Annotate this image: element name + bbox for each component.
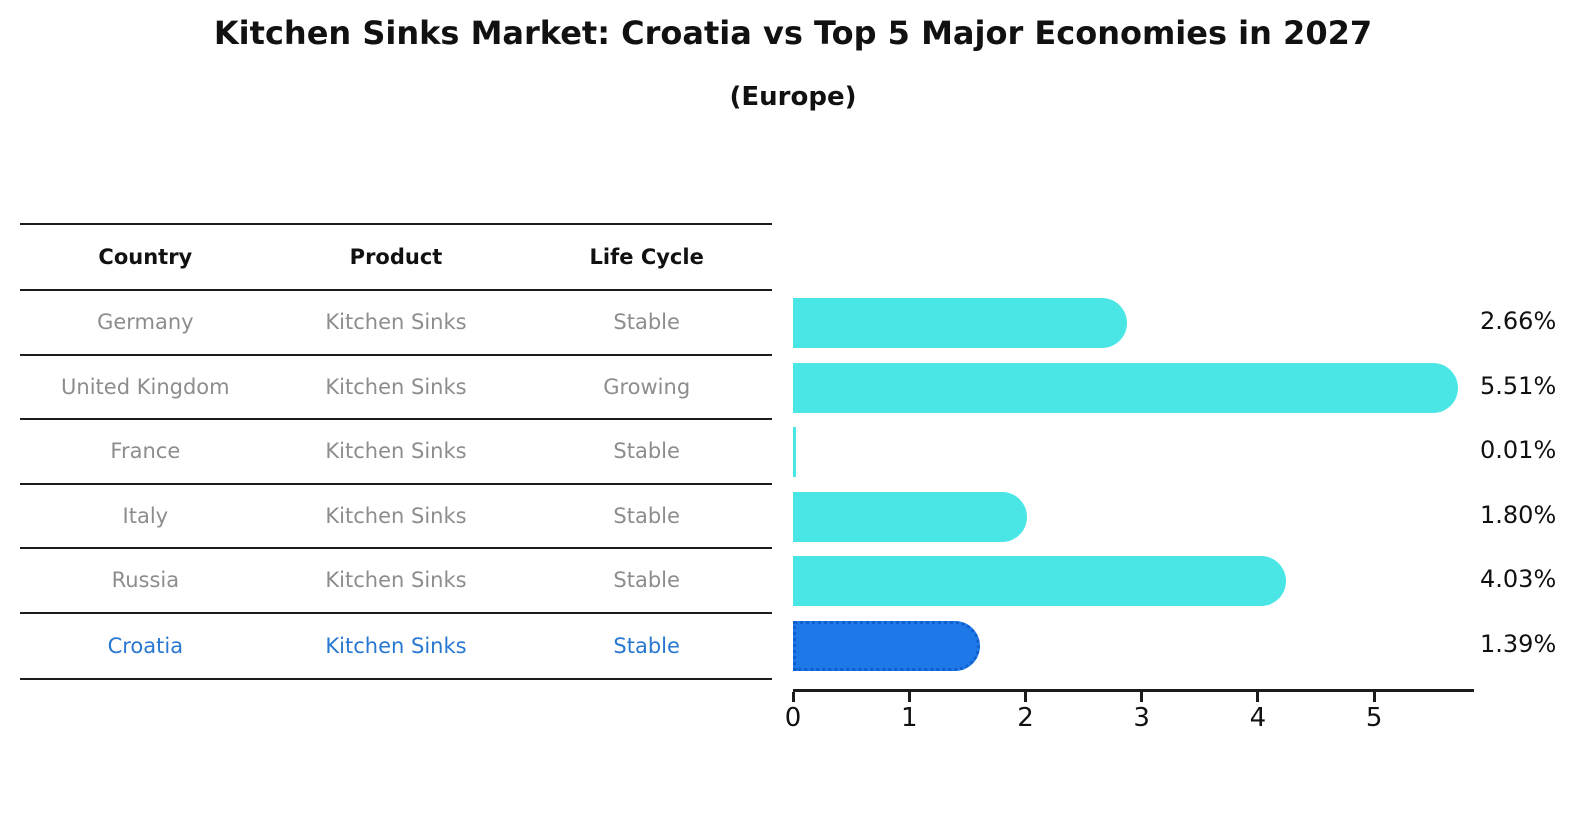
table-cell-product: Kitchen Sinks — [325, 439, 467, 464]
table-row: Germany Kitchen Sinks Stable — [20, 291, 772, 356]
x-tick-mark — [1372, 692, 1376, 702]
table-cell-country: Croatia — [107, 633, 184, 658]
bar-germany — [793, 298, 1128, 349]
bar-value-label: 2.66% — [1480, 307, 1557, 336]
table-header-row: Country Product Life Cycle — [20, 225, 772, 291]
x-tick-label: 2 — [1017, 703, 1034, 733]
bar-value-label: 4.03% — [1480, 565, 1557, 594]
x-tick-mark — [1256, 692, 1260, 702]
table-cell-life-cycle: Stable — [613, 310, 680, 335]
bar-croatia — [793, 620, 980, 671]
table-body: Germany Kitchen Sinks Stable United Kingdom… — [20, 291, 772, 678]
x-tick-label: 5 — [1365, 703, 1383, 733]
table-cell-country: Russia — [111, 568, 180, 593]
column-header-life-cycle: Life Cycle — [589, 245, 704, 269]
bar-value-label: 0.01% — [1480, 436, 1557, 465]
x-tick-label: 3 — [1133, 703, 1150, 733]
bar-russia — [793, 556, 1287, 607]
country-table: Country Product Life Cycle Germany Kitche… — [20, 223, 772, 680]
chart-title: Kitchen Sinks Market: Croatia vs Top 5 M… — [213, 14, 1373, 52]
table-row: Italy Kitchen Sinks Stable — [20, 485, 772, 549]
table-cell-product: Kitchen Sinks — [325, 568, 467, 593]
chart-subtitle: (Europe) — [729, 82, 857, 112]
table-cell-product: Kitchen Sinks — [325, 310, 467, 335]
x-tick-label: 0 — [784, 703, 802, 733]
x-tick-mark — [1140, 692, 1144, 702]
table-cell-product: Kitchen Sinks — [325, 503, 467, 528]
bar-value-label: 1.39% — [1480, 629, 1557, 658]
bar-plot-area — [793, 291, 1473, 678]
bar-italy — [793, 491, 1028, 542]
x-tick-label: 1 — [900, 703, 918, 733]
table-cell-life-cycle: Stable — [613, 503, 680, 528]
table-cell-product: Kitchen Sinks — [325, 374, 467, 399]
x-tick-mark — [791, 692, 795, 702]
table-row: Croatia Kitchen Sinks Stable — [20, 614, 772, 679]
table-cell-life-cycle: Growing — [603, 374, 691, 399]
bar-value-label: 1.80% — [1480, 500, 1557, 529]
table-cell-country: Germany — [97, 310, 194, 335]
table-cell-life-cycle: Stable — [613, 439, 680, 464]
table-cell-life-cycle: Stable — [613, 568, 680, 593]
column-header-product: Product — [349, 245, 443, 269]
table-cell-product: Kitchen Sinks — [325, 633, 467, 658]
bar-france — [793, 427, 796, 478]
table-row: United Kingdom Kitchen Sinks Growing — [20, 356, 772, 420]
x-tick-mark — [1023, 692, 1027, 702]
table-cell-country: United Kingdom — [61, 374, 230, 399]
x-tick-label: 4 — [1249, 703, 1267, 733]
column-header-country: Country — [98, 245, 193, 269]
table-cell-country: Italy — [122, 503, 169, 528]
table-row: France Kitchen Sinks Stable — [20, 420, 772, 485]
table-row: Russia Kitchen Sinks Stable — [20, 549, 772, 614]
table-cell-country: France — [110, 439, 181, 464]
x-tick-mark — [907, 692, 911, 702]
x-axis-line — [793, 689, 1474, 692]
table-cell-life-cycle: Stable — [613, 633, 680, 658]
bar-united-kingdom — [793, 362, 1459, 413]
bar-value-label: 5.51% — [1480, 371, 1557, 400]
